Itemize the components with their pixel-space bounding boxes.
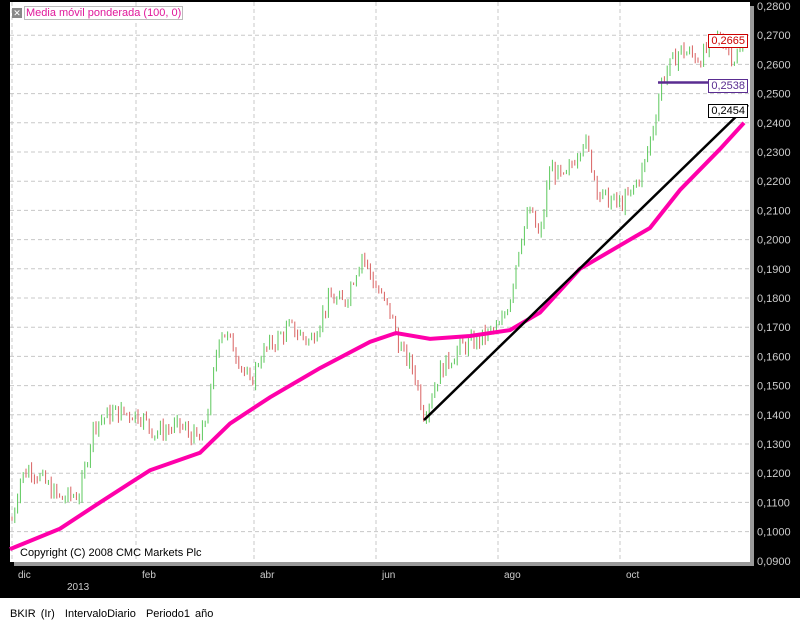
y-tick-label: 0,1300: [757, 439, 791, 451]
y-tick-label: 0,1500: [757, 381, 791, 393]
y-tick-label: 0,2200: [757, 176, 791, 188]
interval: IntervaloDiario: [64, 608, 136, 620]
y-tick-label: 0,1600: [757, 351, 791, 363]
x-tick-label: abr: [260, 570, 275, 581]
year-label: 2013: [67, 582, 90, 593]
indicator-legend: ✕ Media móvil ponderada (100, 0): [12, 6, 184, 20]
y-tick-label: 0,2400: [757, 118, 791, 130]
indicator-label[interactable]: Media móvil ponderada (100, 0): [24, 6, 184, 20]
plot-area[interactable]: [10, 2, 750, 562]
symbol: BKIR (Ir): [10, 608, 55, 620]
copyright: Copyright (C) 2008 CMC Markets Plc: [20, 547, 202, 559]
trend-line: [423, 104, 749, 421]
y-tick-label: 0,1100: [757, 497, 790, 509]
close-icon[interactable]: ✕: [12, 8, 22, 18]
y-tick-label: 0,1700: [757, 322, 791, 334]
moving-average-line: [9, 121, 746, 551]
y-tick-label: 0,2000: [757, 235, 791, 247]
x-tick-label: oct: [626, 570, 640, 581]
y-tick-label: 0,1000: [757, 527, 791, 539]
y-tick-label: 0,2800: [757, 1, 791, 13]
last-price-tag: 0,2665: [708, 34, 748, 48]
y-tick-label: 0,2500: [757, 89, 791, 101]
y-tick-label: 0,2100: [757, 205, 791, 217]
support-price-tag: 0,2538: [708, 79, 748, 93]
footer: BKIR (Ir) IntervaloDiario Periodo1 año: [10, 608, 213, 620]
y-tick-label: 0,0900: [757, 556, 791, 568]
x-tick-label: ago: [504, 570, 521, 581]
y-tick-label: 0,1900: [757, 264, 791, 276]
price-chart[interactable]: 0,2800 0,2700 0,2600 0,2500 0,2400 0,2300 0,22…: [0, 0, 800, 598]
y-tick-label: 0,1800: [757, 293, 791, 305]
y-tick-label: 0,1400: [757, 410, 791, 422]
x-tick-label: jun: [381, 570, 395, 581]
x-tick-label: dic: [18, 570, 31, 581]
y-tick-label: 0,2300: [757, 147, 791, 159]
x-tick-label: feb: [142, 570, 156, 581]
trend-price-tag: 0,2454: [708, 104, 748, 118]
y-tick-label: 0,2700: [757, 30, 791, 42]
y-tick-label: 0,1200: [757, 468, 791, 480]
y-tick-label: 0,2600: [757, 59, 791, 71]
period: Periodo1 año: [145, 608, 214, 620]
